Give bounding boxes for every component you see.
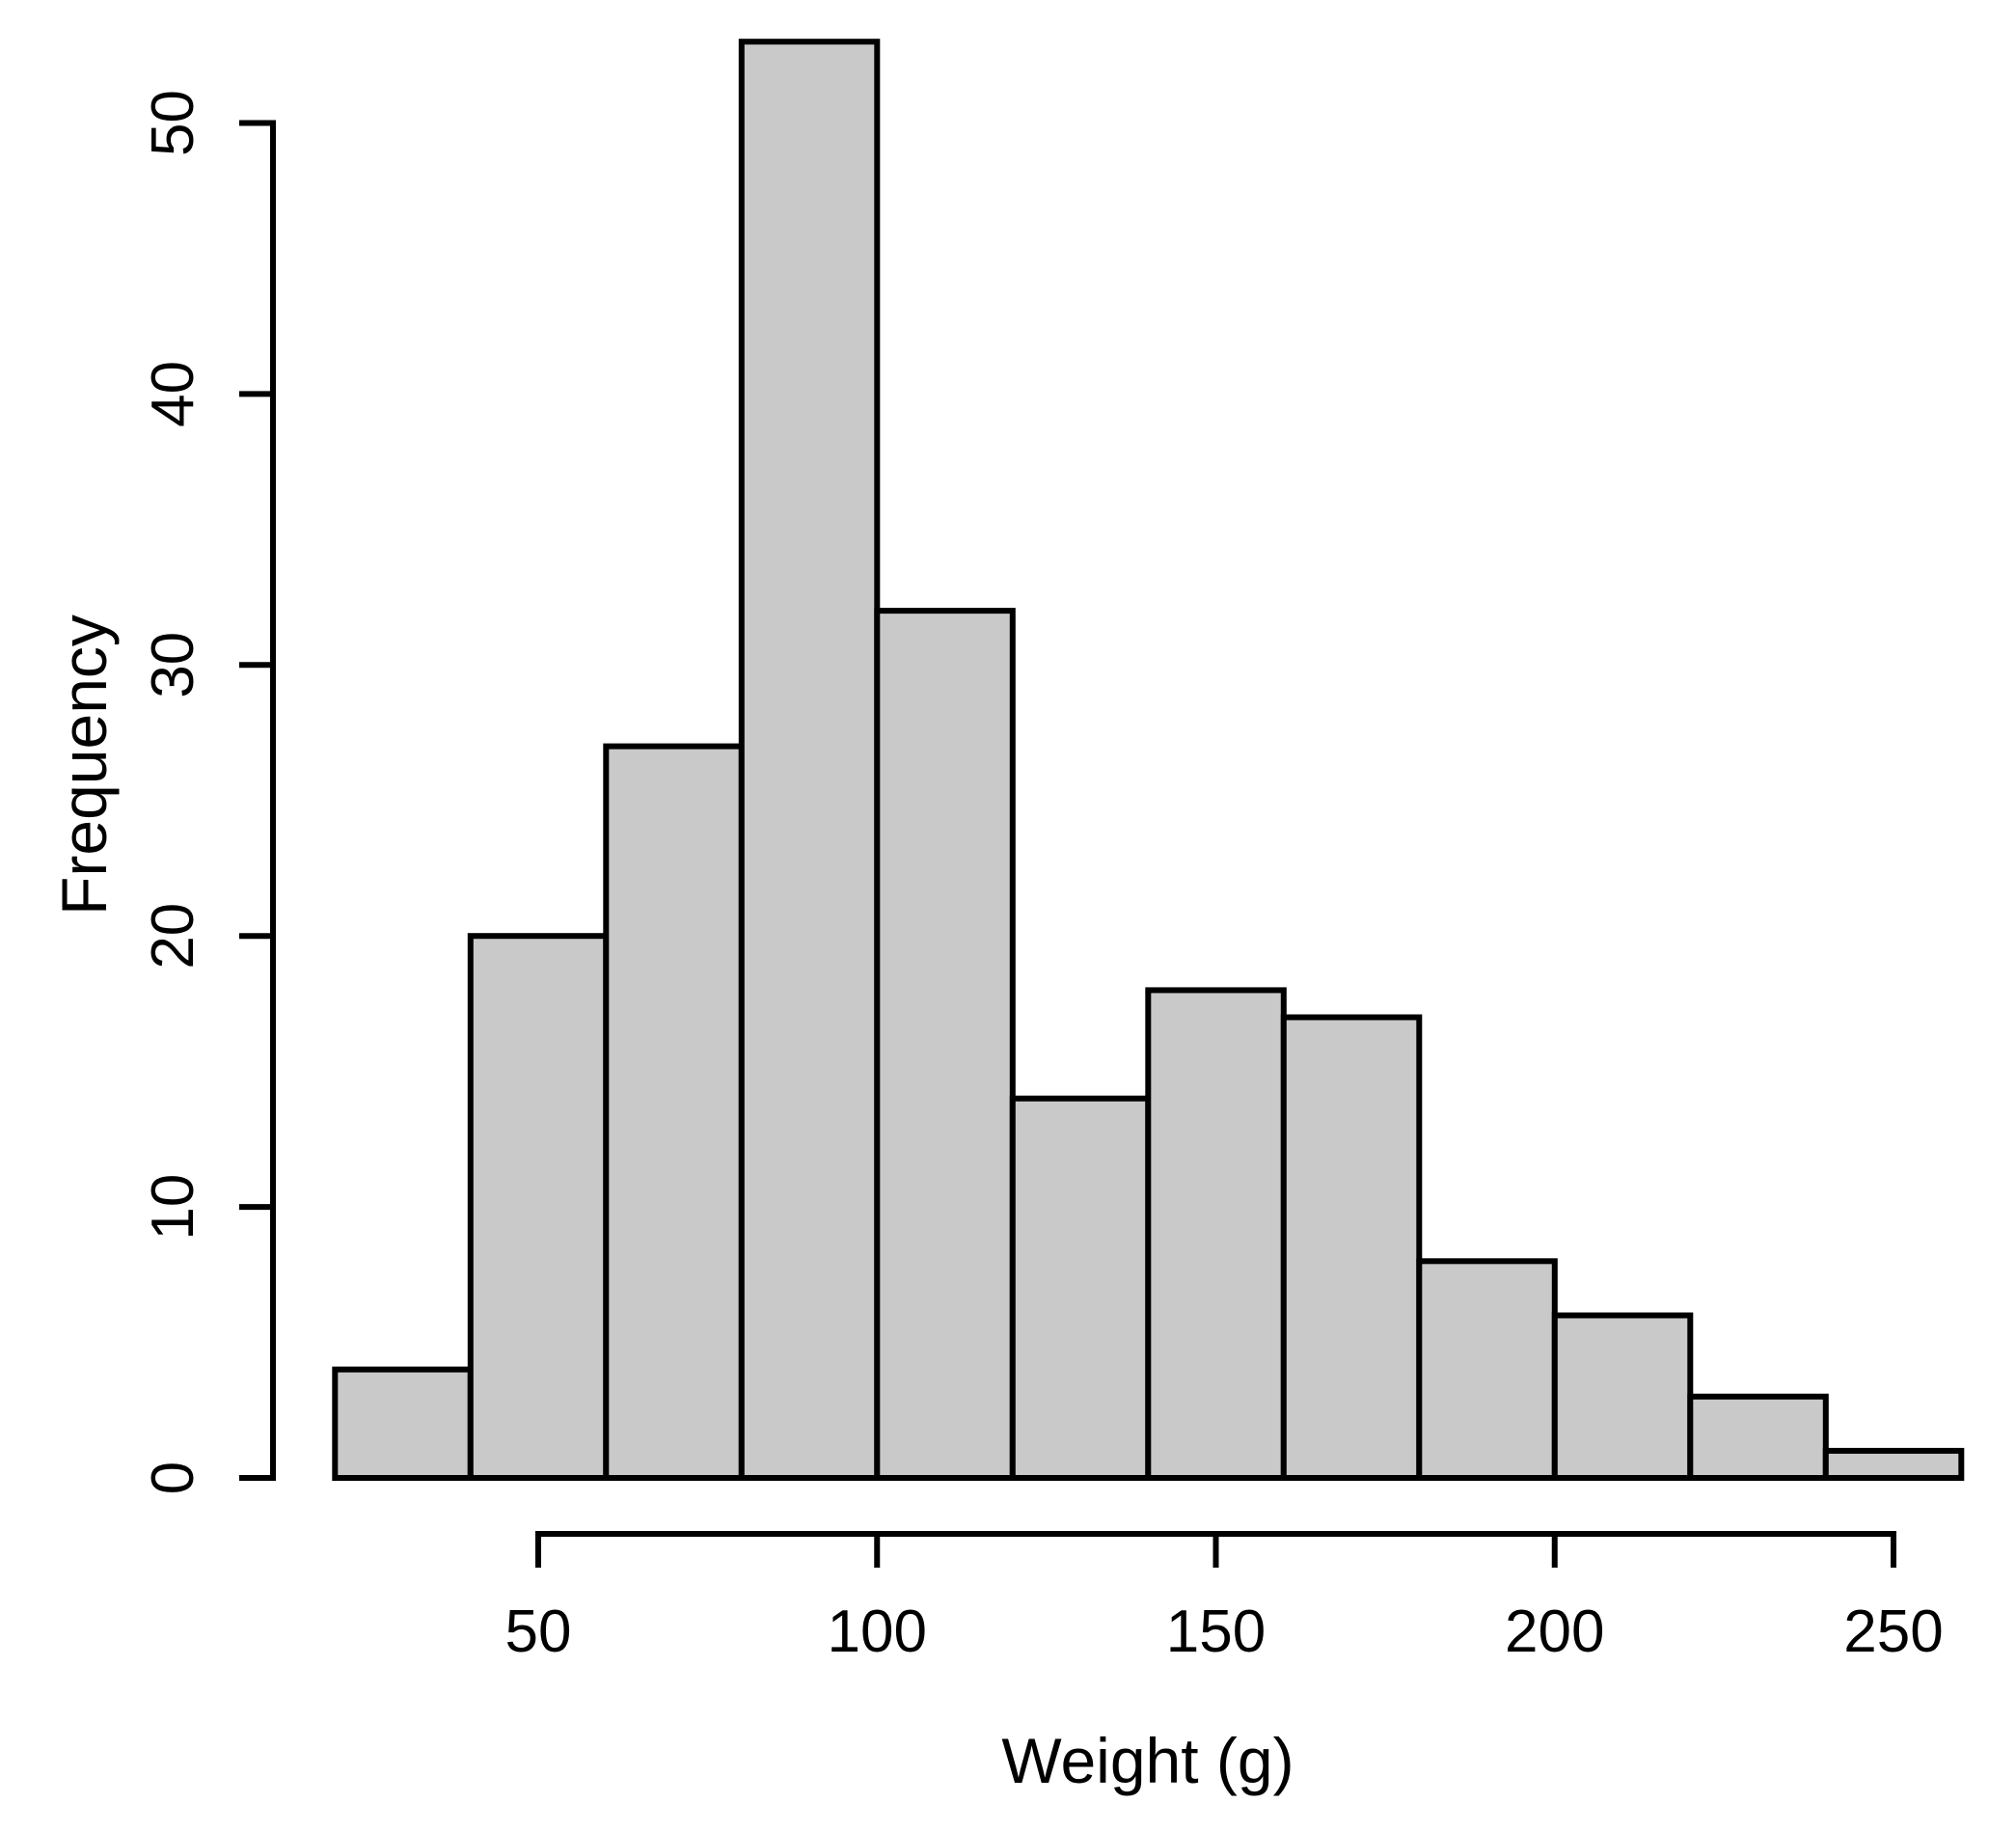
x-tick-label: 200: [1505, 1599, 1604, 1665]
y-axis: 0 10 20 30 40 50: [140, 90, 276, 1494]
histogram-bar: [1822, 1447, 1965, 1482]
y-tick-label: 0: [140, 1462, 206, 1494]
x-tick-label: 100: [828, 1599, 927, 1665]
x-tick-label: 250: [1843, 1599, 1943, 1665]
histogram-bar: [1145, 987, 1287, 1482]
histogram-bar: [1280, 1014, 1423, 1481]
histogram-bar: [467, 933, 610, 1481]
y-tick-label: 30: [140, 632, 206, 698]
x-axis-title: Weight (g): [1001, 1725, 1294, 1796]
histogram-bar: [874, 608, 1016, 1481]
x-tick-label: 150: [1166, 1599, 1266, 1665]
histogram-bar: [1416, 1258, 1558, 1482]
y-tick-label: 50: [140, 90, 206, 156]
histogram-bar: [332, 1366, 474, 1481]
y-axis-title: Frequency: [48, 615, 120, 916]
x-tick-label: 50: [505, 1599, 572, 1665]
histogram-bar: [603, 743, 745, 1481]
x-axis: 50 100 150 200 250: [505, 1531, 1944, 1665]
histogram-bar: [1009, 1095, 1152, 1481]
y-tick-label: 20: [140, 903, 206, 970]
histogram-bar: [1551, 1312, 1694, 1481]
histogram-bar: [738, 39, 881, 1482]
y-tick-label: 40: [140, 361, 206, 427]
histogram-bar: [1687, 1393, 1829, 1481]
y-tick-label: 10: [140, 1174, 206, 1241]
histogram-bars: [332, 39, 1965, 1482]
